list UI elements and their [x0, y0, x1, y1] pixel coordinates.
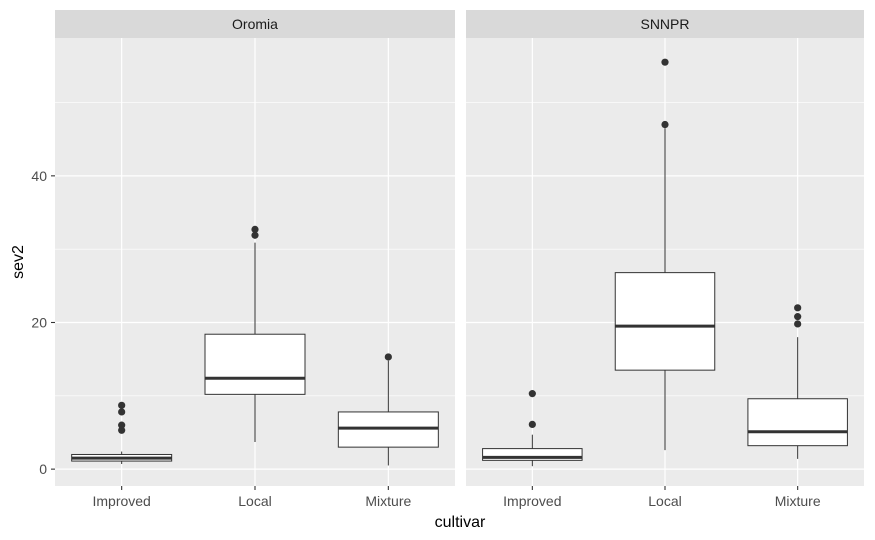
y-axis-title: sev2: [10, 245, 27, 279]
x-tick-label: Mixture: [365, 493, 411, 509]
outlier-point: [118, 401, 126, 409]
facet-panels: Oromia Improved Local Mixture SNNPR Improved L…: [55, 10, 864, 509]
box-mixture: Mixture: [337, 353, 439, 509]
outlier-point: [794, 313, 802, 321]
box-iqr: [204, 333, 306, 395]
x-tick-label: Local: [238, 493, 271, 509]
x-tick-label: Local: [648, 493, 681, 509]
box-iqr: [614, 272, 716, 371]
facet-strip-label: Oromia: [232, 16, 278, 32]
outlier-point: [118, 421, 126, 429]
facet-strip: [466, 10, 864, 38]
box-iqr: [482, 448, 583, 461]
y-axis: 0 20 40: [31, 168, 55, 477]
box-local: Local: [614, 58, 716, 509]
outlier-point: [794, 320, 802, 328]
x-tick-label: Mixture: [775, 493, 821, 509]
y-tick-label: 20: [31, 314, 47, 330]
box-improved: Improved: [71, 401, 173, 509]
y-tick-label: 0: [39, 461, 47, 477]
box-local: Local: [204, 225, 306, 509]
outlier-point: [661, 120, 669, 129]
outlier-point: [251, 225, 259, 233]
x-tick-label: Improved: [503, 493, 561, 509]
outlier-point: [384, 353, 392, 361]
facet-snnpr: SNNPR Improved Local Mixture: [466, 10, 864, 509]
outlier-point: [528, 390, 536, 398]
facet-strip: [55, 10, 455, 38]
x-tick-label: Improved: [92, 493, 150, 509]
outlier-point: [118, 408, 126, 416]
y-tick-label: 40: [31, 168, 47, 184]
x-axis-title: cultivar: [435, 514, 486, 531]
outlier-point: [528, 420, 536, 429]
facet-oromia: Oromia Improved Local Mixture: [55, 10, 455, 509]
outlier-point: [661, 58, 669, 66]
box-mixture: Mixture: [747, 304, 848, 509]
box-improved: Improved: [482, 390, 583, 509]
facet-strip-label: SNNPR: [640, 16, 689, 32]
outlier-point: [794, 304, 802, 312]
box-iqr: [747, 398, 848, 447]
outlier-point: [251, 231, 259, 239]
outlier-point: [118, 426, 126, 434]
